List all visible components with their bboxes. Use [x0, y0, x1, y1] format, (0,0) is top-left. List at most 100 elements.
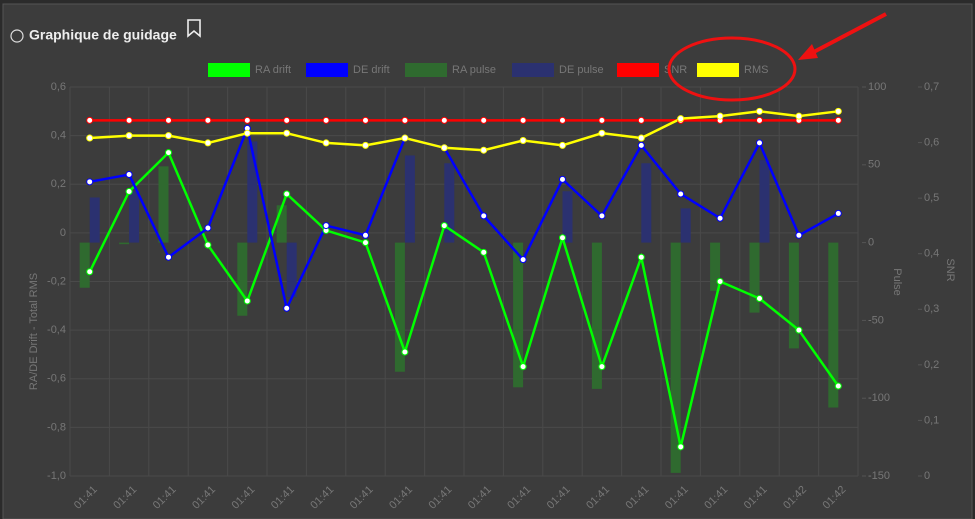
- point: [716, 112, 724, 120]
- point: [834, 382, 842, 390]
- point: [204, 241, 212, 249]
- point: [834, 116, 842, 124]
- bar: [276, 205, 287, 243]
- point: [480, 146, 488, 154]
- y-axis-title: RA/DE Drift - Total RMS: [28, 273, 40, 390]
- bar: [119, 242, 130, 245]
- point: [519, 116, 527, 124]
- radio[interactable]: [10, 29, 24, 43]
- bar: [710, 242, 721, 291]
- point: [165, 132, 172, 140]
- bar: [404, 155, 415, 243]
- legend-label: SNR: [664, 64, 687, 76]
- tick-label: 0: [868, 237, 874, 249]
- bar: [129, 191, 140, 243]
- point: [559, 141, 566, 149]
- point: [86, 178, 94, 186]
- point: [716, 278, 724, 285]
- point: [86, 268, 94, 276]
- bar: [158, 166, 169, 243]
- point: [322, 139, 330, 147]
- point: [677, 190, 685, 198]
- tick-label: -0,8: [47, 421, 66, 433]
- point: [598, 363, 606, 371]
- point: [362, 141, 369, 149]
- point: [401, 134, 409, 142]
- legend-swatch: [208, 63, 250, 77]
- point: [637, 134, 645, 142]
- y3-axis-title: SNR: [944, 258, 956, 281]
- bar: [759, 160, 770, 243]
- point: [125, 132, 133, 140]
- point: [165, 149, 172, 157]
- point: [440, 144, 448, 152]
- point: [637, 253, 645, 261]
- point: [204, 224, 212, 232]
- bar: [788, 242, 799, 349]
- point: [125, 116, 133, 124]
- bookmark-icon[interactable]: [187, 19, 201, 38]
- tick-label: 0: [924, 470, 930, 482]
- point: [283, 116, 291, 124]
- point: [86, 134, 94, 142]
- bar: [828, 242, 839, 408]
- tick-label: 0,7: [924, 81, 939, 93]
- tick-label: 0,6: [51, 81, 66, 93]
- point: [795, 231, 803, 239]
- tick-label: -1,0: [47, 470, 66, 482]
- tick-label: -0,2: [47, 275, 66, 287]
- legend-label: RMS: [744, 64, 768, 76]
- bar: [247, 141, 258, 243]
- point: [559, 175, 566, 183]
- point: [480, 116, 488, 124]
- tick-label: 0,6: [924, 136, 939, 148]
- bar: [394, 242, 405, 372]
- point: [677, 443, 685, 451]
- point: [519, 256, 527, 264]
- tick-label: 0: [60, 227, 66, 239]
- point: [322, 116, 330, 124]
- tick-label: -0,4: [47, 324, 66, 336]
- line: [89, 124, 839, 313]
- point: [283, 190, 291, 198]
- tick-label: 0,4: [51, 130, 66, 142]
- point: [598, 129, 606, 137]
- tick-label: -0,6: [47, 373, 66, 385]
- y2-axis-title: Pulse: [891, 268, 903, 296]
- tick-label: 0,2: [924, 359, 939, 371]
- point: [362, 231, 369, 239]
- tick-label: 0,5: [924, 192, 939, 204]
- bar: [562, 191, 573, 243]
- annotation-arrow: [807, 12, 887, 57]
- point: [637, 116, 645, 124]
- tick-label: 50: [868, 159, 880, 171]
- point: [756, 139, 763, 147]
- tick-label: 100: [868, 81, 886, 93]
- point: [401, 116, 409, 124]
- point: [440, 116, 448, 124]
- bar: [749, 242, 760, 313]
- legend-label: DE pulse: [559, 64, 604, 76]
- bar: [444, 163, 455, 243]
- point: [795, 112, 803, 120]
- bar: [237, 242, 248, 316]
- point: [362, 239, 369, 247]
- legend-swatch: [306, 63, 348, 77]
- point: [598, 212, 606, 220]
- point: [401, 348, 409, 356]
- point: [834, 209, 842, 217]
- bar: [670, 242, 681, 473]
- point: [125, 188, 133, 196]
- legend-swatch: [512, 63, 554, 77]
- bar: [79, 242, 90, 288]
- tick-label: -100: [868, 392, 890, 404]
- point: [283, 129, 291, 137]
- tick-label: 0,3: [924, 303, 939, 315]
- point: [86, 116, 94, 124]
- line: [89, 110, 839, 152]
- point: [204, 116, 212, 124]
- point: [165, 116, 172, 124]
- tick-label: -50: [868, 314, 884, 326]
- legend-swatch: [617, 63, 659, 77]
